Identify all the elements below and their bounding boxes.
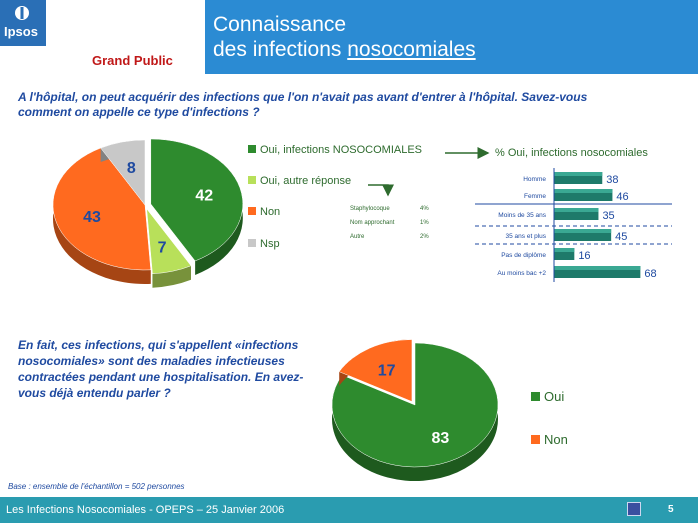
audience-label: Grand Public — [92, 53, 173, 68]
pie-slice-side — [53, 148, 151, 284]
bar-category-label: 35 ans et plus — [506, 233, 547, 240]
pie-chart-knowledge: 42 7 43 8 — [52, 138, 243, 288]
title-line-2-underlined: nosocomiales — [347, 38, 476, 61]
bar-category-label: Femme — [524, 193, 546, 200]
legend-swatch — [248, 239, 256, 247]
home-icon[interactable] — [627, 502, 641, 516]
pie-value-label: 8 — [127, 160, 136, 177]
pie-slice — [100, 139, 146, 206]
pie-value-label: 7 — [158, 239, 167, 256]
footer-text: Les Infections Nosocomiales - OPEPS – 25… — [6, 504, 285, 516]
bar-category-label: Au moins bac +2 — [497, 270, 546, 277]
page-title: Connaissance des infections nosocomiales — [213, 12, 476, 62]
legend-swatch — [248, 145, 256, 153]
bar-chart-oui: % Oui, infections nosocomiales Homme 38 Fem… — [475, 147, 672, 282]
title-line-2: des infections nosocomiales — [213, 37, 476, 62]
arrow-to-sub — [368, 184, 394, 197]
base-note: Base : ensemble de l'échantillon = 502 p… — [8, 482, 185, 491]
pie-legend-2: Oui Non — [531, 389, 568, 447]
sub-answer-label: Nom approchant — [350, 220, 395, 226]
bar-highlight — [554, 172, 603, 176]
bar-highlight — [554, 248, 575, 252]
bar-highlight — [554, 229, 612, 233]
question-2: En fait, ces infections, qui s'appellent… — [18, 338, 304, 400]
pie-slice — [331, 342, 499, 468]
legend-label: Oui, infections NOSOCOMIALES — [260, 144, 422, 156]
pie-value-label: 83 — [431, 430, 449, 447]
footer-bar — [0, 497, 698, 523]
header-band — [205, 0, 698, 74]
bar-value-label: 46 — [616, 191, 628, 203]
legend-swatch — [531, 435, 540, 444]
bar-value-label: 45 — [615, 231, 627, 243]
bar-value-label: 38 — [606, 174, 618, 186]
pie-value-label: 43 — [83, 209, 101, 226]
pie-chart-heard: 83 17 — [331, 339, 499, 481]
bar-highlight — [554, 189, 613, 193]
legend-swatch — [531, 392, 540, 401]
bar-highlight — [554, 208, 599, 212]
sub-answer-label: Staphylocoque — [350, 206, 390, 212]
pie-legend-1: Oui, infections NOSOCOMIALES Oui, autre r… — [248, 144, 422, 250]
legend-swatch — [248, 207, 256, 215]
page-number: 5 — [668, 504, 674, 515]
ipsos-logo: Ipsos — [0, 0, 46, 46]
bar-chart-title: % Oui, infections nosocomiales — [495, 147, 648, 159]
bar-value-label: 35 — [602, 210, 614, 222]
legend-label: Oui — [544, 389, 564, 404]
legend-label: Non — [544, 432, 568, 447]
pie-value-label: 42 — [195, 187, 213, 204]
sub-answer-value: 2% — [420, 234, 429, 240]
bar-highlight — [554, 266, 641, 270]
pie-slice — [146, 208, 192, 274]
bar-category-label: Pas de diplôme — [501, 252, 546, 259]
bar-category-label: Homme — [523, 176, 546, 183]
bar-value-label: 68 — [644, 268, 656, 280]
title-line-2-start: des infections — [213, 38, 348, 61]
sub-answer-value: 4% — [420, 206, 429, 212]
bar-value-label: 16 — [578, 250, 590, 262]
legend-label: Oui, autre réponse — [260, 175, 351, 187]
logo-text: Ipsos — [4, 24, 38, 39]
legend-label: Nsp — [260, 238, 280, 250]
title-line-1: Connaissance — [213, 13, 347, 36]
pie-slice — [150, 138, 243, 262]
legend-label: Non — [260, 206, 280, 218]
pie-slice — [52, 147, 152, 271]
question-1: A l'hôpital, on peut acquérir des infect… — [18, 90, 588, 119]
logo-mark-icon — [15, 6, 29, 20]
sub-answers: Staphylocoque 4% Nom approchant 1% Autre 2% — [350, 206, 429, 240]
legend-swatch — [248, 176, 256, 184]
pie-slice — [338, 339, 413, 402]
sub-answer-label: Autre — [350, 234, 365, 240]
pie-value-label: 17 — [378, 363, 396, 380]
pie-slice-side — [152, 265, 191, 288]
bar-category-label: Moins de 35 ans — [498, 212, 546, 219]
sub-answer-value: 1% — [420, 220, 429, 226]
